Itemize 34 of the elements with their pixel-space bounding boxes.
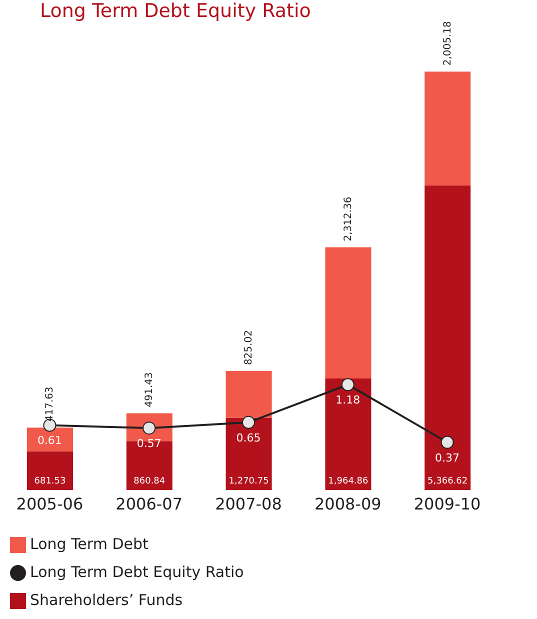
point [440, 436, 454, 449]
legend-label: Long Term Debt Equity Ratio [30, 563, 244, 581]
data-label: 860.84 [134, 476, 166, 486]
bar [325, 247, 372, 378]
point [242, 416, 255, 429]
legend-label: Long Term Debt [30, 535, 148, 553]
data-label: 0.61 [37, 434, 62, 448]
data-label: 0.65 [236, 431, 261, 444]
x-tick-label: 2007-08 [215, 494, 282, 514]
x-tick-label: 2009-10 [414, 494, 481, 514]
legend-label: Shareholders’ Funds [30, 591, 183, 609]
data-label: 1.18 [336, 394, 360, 407]
x-tick-label: 2006-07 [116, 494, 183, 514]
bar [424, 185, 471, 490]
chart-title: Long Term Debt Equity Ratio [40, 0, 311, 22]
data-label: 825.02 [244, 330, 255, 366]
bar [226, 371, 272, 418]
data-label: 0.57 [136, 437, 162, 450]
data-label: 1,270.75 [228, 476, 269, 486]
data-label: 2,005.18 [442, 21, 454, 66]
bar [325, 378, 372, 490]
bar [27, 451, 73, 490]
x-tick-label: 2008-09 [314, 494, 382, 514]
bar [424, 72, 471, 186]
data-label: 491.43 [144, 372, 156, 408]
data-label: 1,964.86 [328, 476, 369, 486]
data-label: 0.37 [435, 451, 460, 464]
data-label: 417.63 [44, 386, 56, 422]
bar [27, 428, 73, 452]
x-tick-label: 2005-06 [16, 494, 84, 514]
data-label: 2,312.36 [342, 196, 354, 242]
data-label: 681.53 [34, 476, 66, 486]
point [341, 378, 354, 392]
data-label: 5,366.62 [428, 476, 468, 486]
